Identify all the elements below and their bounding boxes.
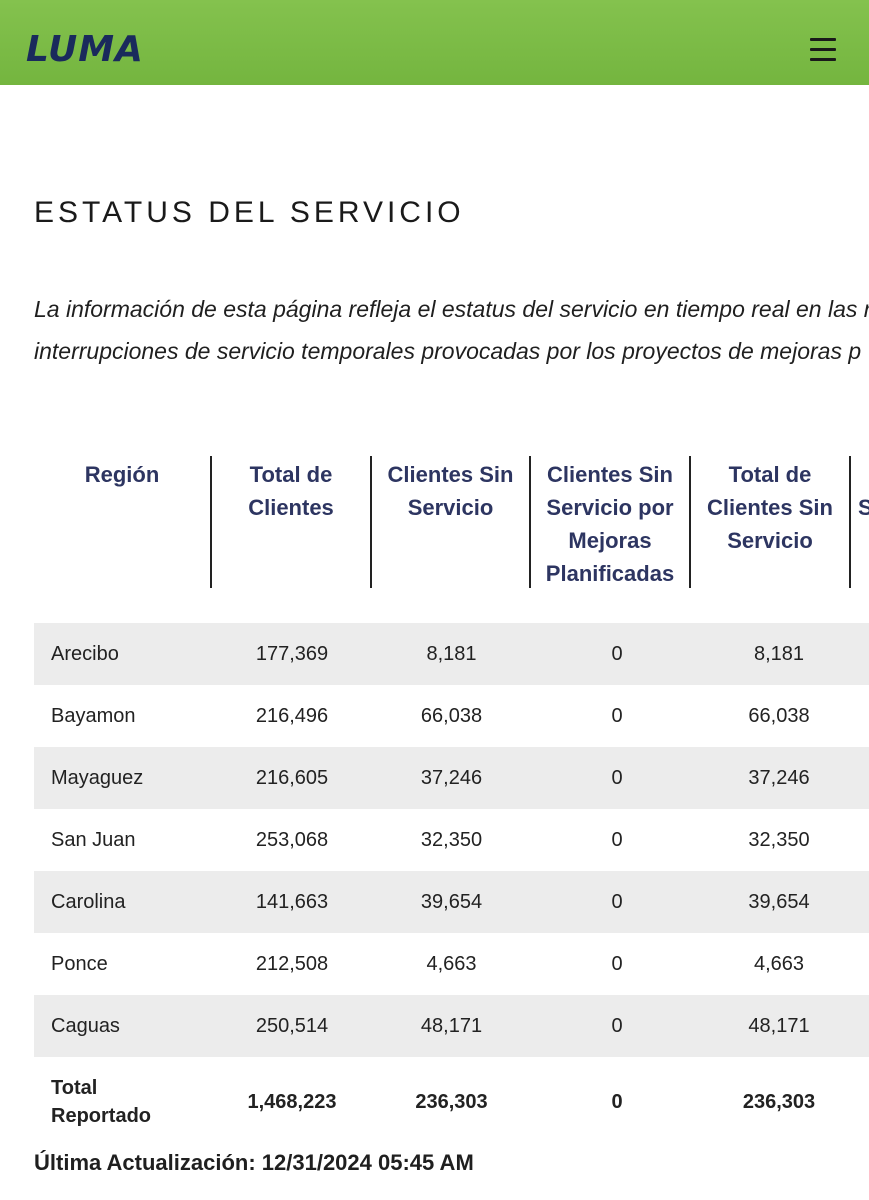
column-header-total-clientes: Total de Clientes — [212, 456, 372, 588]
cell-sin-servicio: 39,654 — [420, 891, 483, 913]
cell-total: 141,663 — [255, 891, 329, 913]
header-label: Servicio por — [546, 495, 674, 520]
header-label: Clientes Sin — [707, 495, 833, 520]
intro-line: La información de esta página refleja el… — [34, 296, 869, 322]
cell-total-sin: 48,171 — [748, 1015, 810, 1037]
cell-total: 250,514 — [255, 1015, 329, 1037]
table-row: Arecibo 177,369 8,181 0 8,181 — [34, 623, 869, 685]
intro-line: interrupciones de servicio temporales pr… — [34, 338, 862, 364]
header-label: Total de — [728, 462, 812, 487]
total-label: Reportado — [51, 1105, 151, 1127]
cell-sin-servicio: 37,246 — [420, 767, 483, 789]
cell-sin-servicio: 8,181 — [426, 643, 477, 665]
total-label: Total — [51, 1077, 98, 1099]
luma-logo[interactable]: LUMA — [26, 30, 144, 70]
header-label: Clientes — [248, 495, 334, 520]
cell-total-sin: 39,654 — [748, 891, 810, 913]
page-title: ESTATUS DEL SERVICIO — [34, 196, 465, 229]
last-updated: Última Actualización: 12/31/2024 05:45 A… — [34, 1150, 474, 1175]
cell-region: Mayaguez — [51, 767, 144, 789]
table-row: Caguas 250,514 48,171 0 48,171 — [34, 995, 869, 1057]
column-header-mejoras-planificadas: Clientes Sin Servicio por Mejoras Planif… — [531, 456, 691, 588]
hamburger-menu-icon[interactable] — [806, 34, 842, 64]
cell-mejoras: 0 — [611, 767, 623, 789]
cell-mejoras: 0 — [611, 891, 623, 913]
cell-region: Carolina — [51, 891, 126, 913]
cell-total: 216,605 — [255, 767, 329, 789]
cell-mejoras: 0 — [611, 1015, 623, 1037]
cell-total: 1,468,223 — [247, 1091, 337, 1113]
cell-total: 177,369 — [255, 643, 329, 665]
logo-text: LUMA — [26, 29, 144, 70]
cell-region: Bayamon — [51, 705, 136, 727]
table-row: Mayaguez 216,605 37,246 0 37,246 — [34, 747, 869, 809]
cell-total-sin: 32,350 — [748, 829, 810, 851]
cell-mejoras: 0 — [611, 953, 623, 975]
table-row: San Juan 253,068 32,350 0 32,350 — [34, 809, 869, 871]
cell-region: Arecibo — [51, 643, 119, 665]
cell-mejoras: 0 — [611, 643, 623, 665]
cell-mejoras: 0 — [611, 1091, 623, 1113]
header-label: Clientes Sin — [547, 462, 673, 487]
cell-total-sin: 66,038 — [748, 705, 810, 727]
cell-region-total: Total Reportado — [51, 1074, 151, 1130]
header-label: Servicio — [407, 495, 494, 520]
cell-region: San Juan — [51, 829, 136, 851]
header-label: Planificadas — [545, 561, 675, 586]
header-label: S — [858, 495, 869, 520]
table-row: Ponce 212,508 4,663 0 4,663 — [34, 933, 869, 995]
cell-region: Ponce — [51, 953, 108, 975]
table-row: Carolina 141,663 39,654 0 39,654 — [34, 871, 869, 933]
service-status-table: Arecibo 177,369 8,181 0 8,181 Bayamon 21… — [34, 623, 869, 1147]
column-header-region: Región — [34, 456, 212, 588]
cell-mejoras: 0 — [611, 705, 623, 727]
cell-total: 212,508 — [255, 953, 329, 975]
header-label: Servicio — [727, 528, 813, 553]
cell-sin-servicio: 236,303 — [415, 1091, 488, 1113]
cell-total-sin: 8,181 — [753, 643, 805, 665]
cell-sin-servicio: 4,663 — [426, 953, 477, 975]
cell-sin-servicio: 48,171 — [420, 1015, 483, 1037]
table-total-row: Total Reportado 1,468,223 236,303 0 236,… — [34, 1057, 869, 1147]
cell-total: 216,496 — [255, 705, 329, 727]
cell-total: 253,068 — [255, 829, 329, 851]
cell-total-sin: 4,663 — [753, 953, 805, 975]
cell-sin-servicio: 32,350 — [420, 829, 483, 851]
intro-paragraph: La información de esta página refleja el… — [34, 288, 869, 372]
column-header-clientes-sin-servicio: Clientes Sin Servicio — [372, 456, 531, 588]
cell-total-sin: 37,246 — [748, 767, 810, 789]
site-header: LUMA — [0, 0, 869, 85]
header-label: Mejoras — [568, 528, 652, 553]
header-label: Región — [84, 462, 160, 487]
cell-mejoras: 0 — [611, 829, 623, 851]
cell-sin-servicio: 66,038 — [420, 705, 483, 727]
column-header-total-clientes-sin-servicio: Total de Clientes Sin Servicio — [691, 456, 851, 588]
column-header-truncated: S — [858, 456, 869, 588]
table-row: Bayamon 216,496 66,038 0 66,038 — [34, 685, 869, 747]
header-label: Clientes Sin — [387, 462, 514, 487]
header-label: Total de — [249, 462, 333, 487]
cell-region: Caguas — [51, 1015, 120, 1037]
cell-total-sin: 236,303 — [742, 1091, 816, 1113]
